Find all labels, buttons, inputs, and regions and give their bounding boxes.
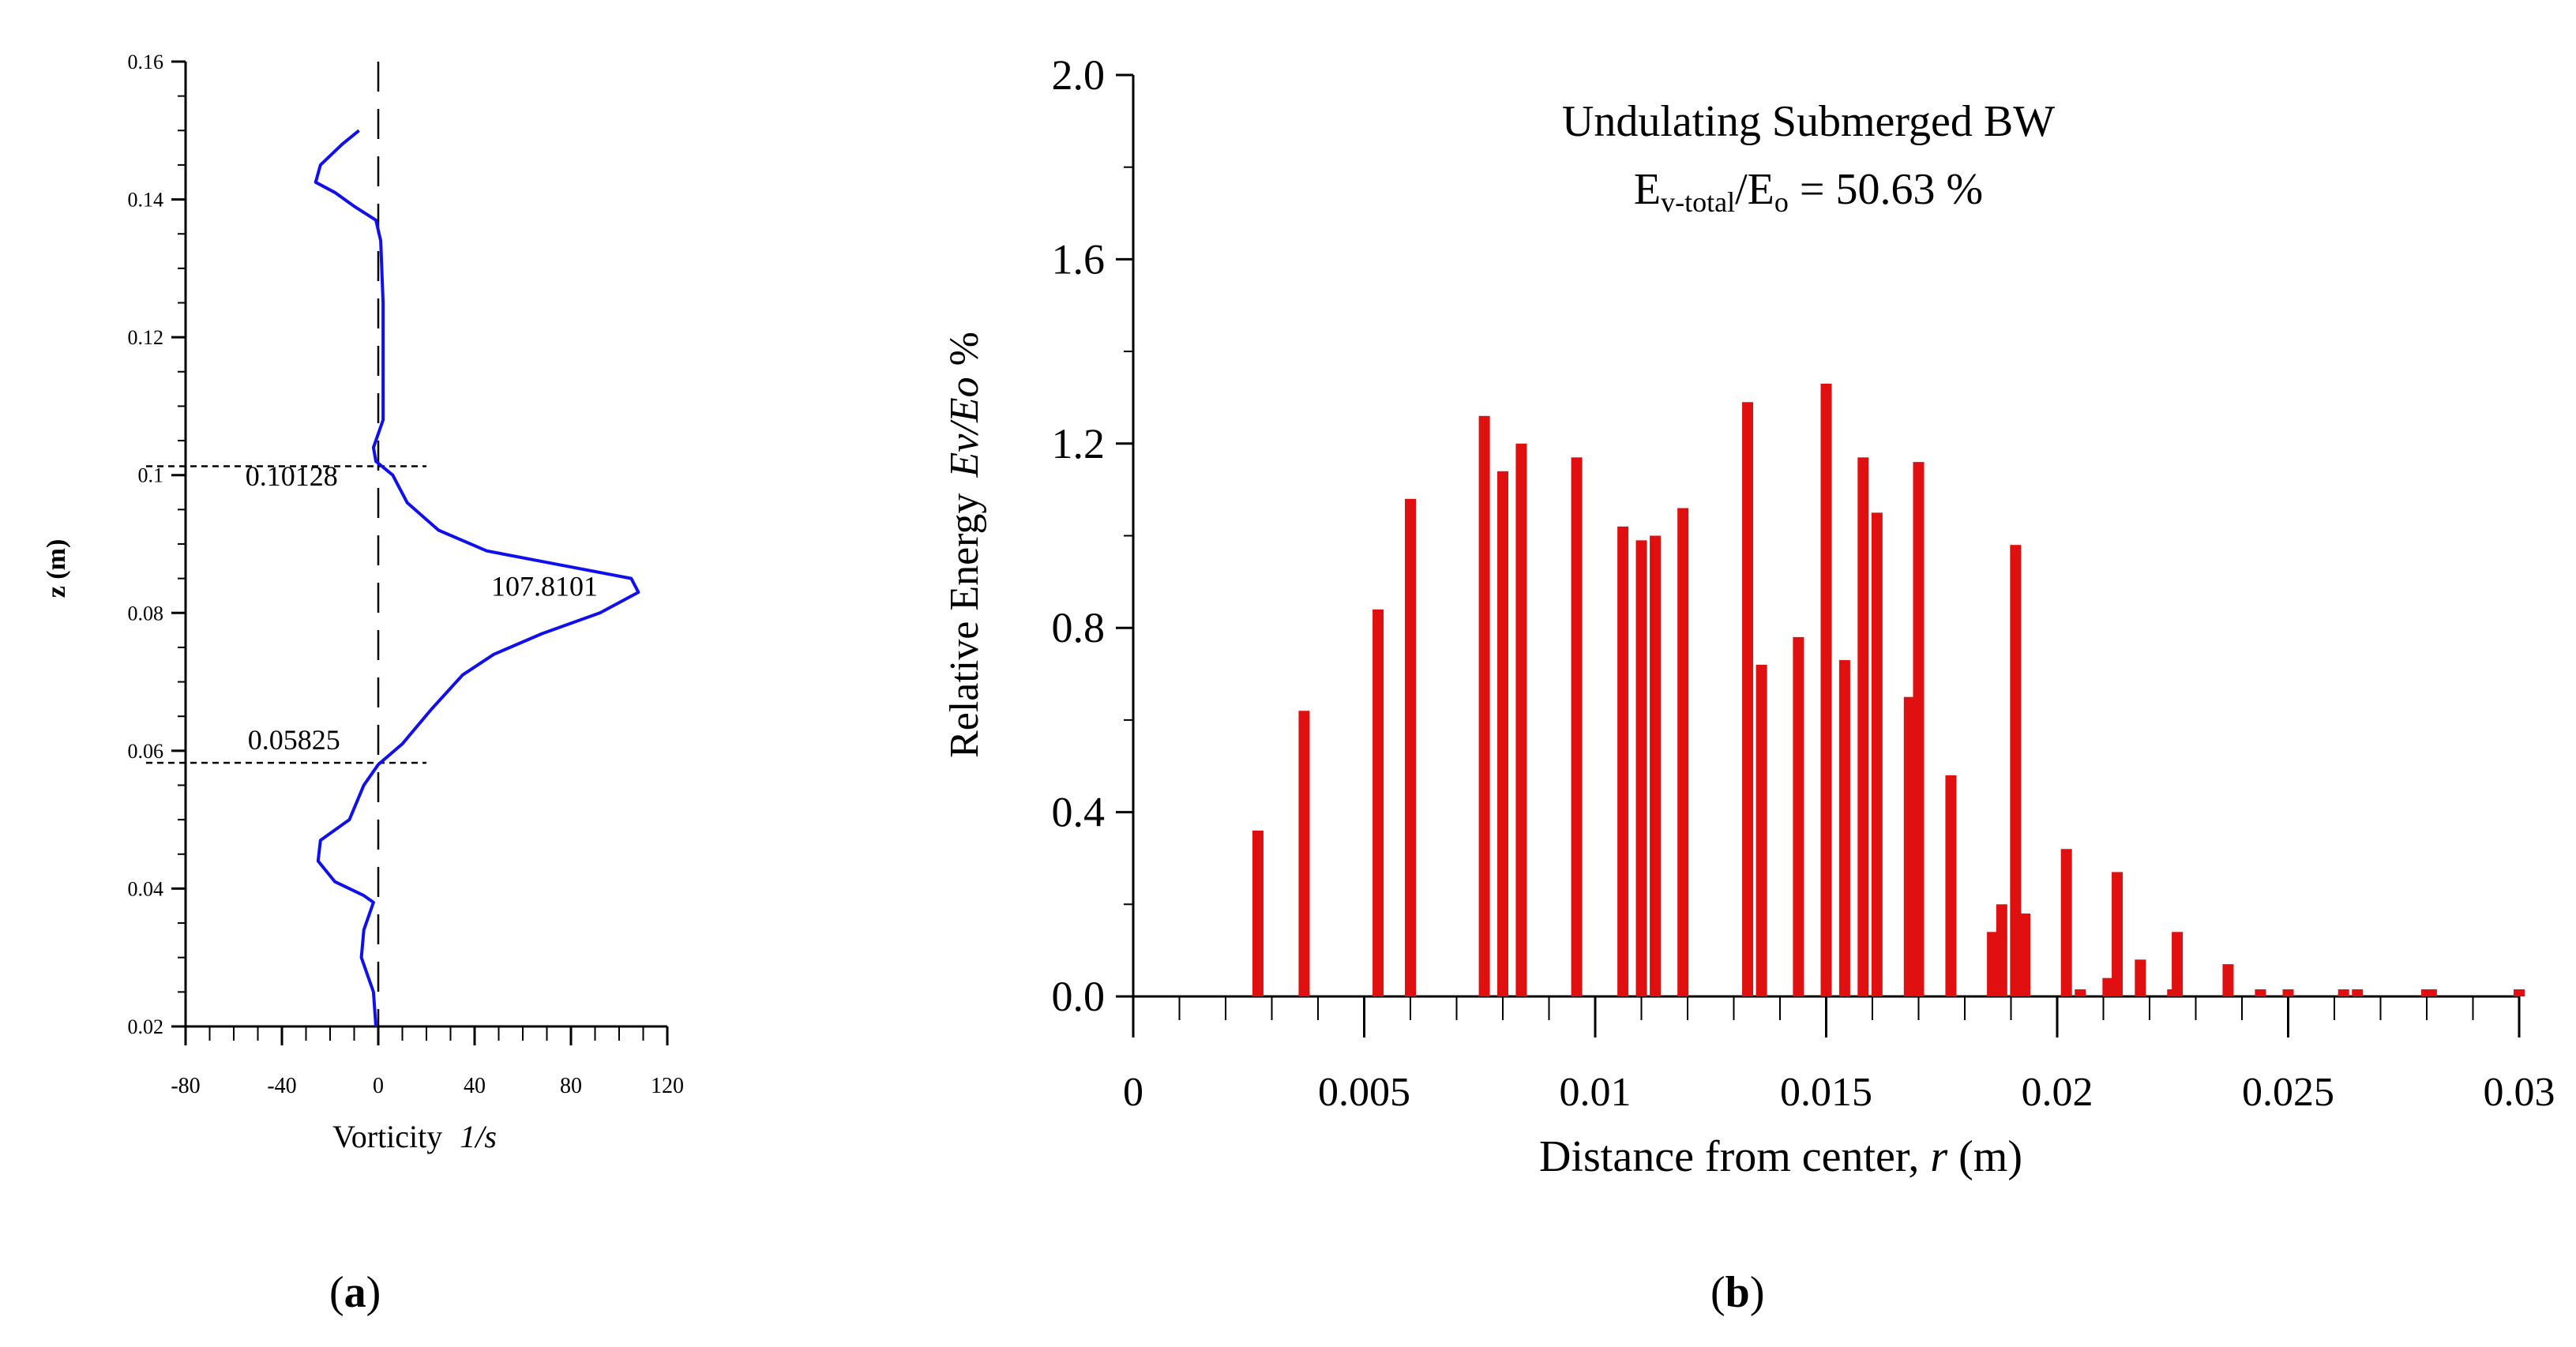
panel-b-bar bbox=[2222, 964, 2234, 996]
panel-b-bar bbox=[2075, 989, 2086, 996]
panel-b-bar bbox=[1857, 457, 1869, 996]
panel-a-annotations: 0.10128 107.8101 0.05825 bbox=[246, 460, 598, 756]
panel-b-bar bbox=[1515, 443, 1527, 996]
panel-b-bar bbox=[2010, 545, 2022, 996]
panel-a-x-tick-label: 40 bbox=[464, 1074, 486, 1098]
panel-b-bar bbox=[1298, 711, 1310, 996]
panel-b-bar bbox=[1903, 696, 1915, 996]
panel-a-x-tick-label: -40 bbox=[267, 1074, 296, 1098]
panel-b-bar bbox=[1913, 462, 1924, 996]
relative-energy-chart: 0.0 0.4 0.8 1.2 1.6 2.0 0 0.005 0.01 0.015 0.02 0.0… bbox=[942, 51, 2555, 1181]
panel-b-bar bbox=[2019, 913, 2031, 996]
panel-b-bars bbox=[1252, 383, 2525, 996]
panel-a-x-tick-label: 120 bbox=[651, 1074, 684, 1098]
panel-a-annotation: 0.05825 bbox=[248, 724, 340, 756]
panel-b-bar bbox=[2338, 989, 2349, 996]
panel-b-x-tick-label: 0.01 bbox=[1560, 1070, 1632, 1115]
panel-a-y-tick-label: 0.14 bbox=[128, 189, 164, 212]
panel-b-x-axis-label: Distance from center, r (m) bbox=[1539, 1132, 2022, 1181]
panel-b-bar bbox=[1405, 498, 1416, 996]
panel-a-x-axis-label: Vorticity 1/s bbox=[332, 1119, 497, 1154]
panel-b-y-tick-label: 0.8 bbox=[1052, 604, 1106, 651]
panel-a-y-tick-label: 0.1 bbox=[138, 464, 164, 487]
panel-a-axes bbox=[184, 62, 667, 1028]
panel-b-bar bbox=[2135, 959, 2146, 996]
panel-b-bar bbox=[2425, 989, 2437, 996]
panel-b-ticks: 0.0 0.4 0.8 1.2 1.6 2.0 0 0.005 0.01 0.015 0.02 0.0… bbox=[1052, 51, 2555, 1115]
panel-b-bar bbox=[2060, 849, 2072, 996]
panel-a-series bbox=[314, 129, 640, 1027]
panel-b-bar bbox=[1650, 535, 1662, 996]
panel-a-x-tick-label: 80 bbox=[560, 1074, 582, 1098]
panel-b-caption: (b) bbox=[1710, 1268, 1765, 1317]
panel-b-y-tick-label: 1.2 bbox=[1052, 420, 1106, 467]
panel-b-x-tick-label: 0.005 bbox=[1318, 1070, 1410, 1115]
panel-a-x-tick-label: 0 bbox=[373, 1074, 384, 1098]
panel-b-bar bbox=[1820, 383, 1832, 996]
panel-a-annotation: 107.8101 bbox=[491, 570, 598, 602]
panel-b-bar bbox=[1617, 526, 1629, 996]
vorticity-profile-chart: 0.02 0.04 0.06 0.08 0.1 0.12 0.14 0.16 -80 -40 0 40… bbox=[42, 51, 684, 1154]
panel-b-y-tick-label: 0.4 bbox=[1052, 789, 1106, 836]
panel-b-bar bbox=[1793, 636, 1804, 996]
panel-b-bar bbox=[2255, 989, 2266, 996]
panel-a-ticks: 0.02 0.04 0.06 0.08 0.1 0.12 0.14 0.16 -80 -40 0 40… bbox=[128, 51, 685, 1098]
panel-b-bar bbox=[1252, 830, 1264, 996]
panel-b-bar bbox=[2352, 989, 2364, 996]
panel-a-annotation: 0.10128 bbox=[246, 460, 338, 492]
panel-b-bar bbox=[2112, 872, 2124, 996]
panel-b-x-tick-label: 0.015 bbox=[1780, 1070, 1872, 1115]
panel-b-bar bbox=[1497, 471, 1508, 996]
panel-b-bar bbox=[1372, 609, 1384, 996]
panel-a-reference-lines bbox=[146, 62, 426, 1026]
panel-a-y-tick-label: 0.08 bbox=[128, 602, 164, 625]
panel-b-bar bbox=[1478, 415, 1490, 996]
panel-b-bar bbox=[1742, 402, 1754, 996]
panel-b-title: Undulating Submerged BW bbox=[1562, 97, 2055, 146]
panel-b-bar bbox=[1571, 457, 1583, 996]
panel-a-y-tick-label: 0.12 bbox=[128, 326, 164, 349]
panel-b-bar bbox=[2514, 989, 2525, 996]
panel-b-bar bbox=[2102, 977, 2114, 996]
panel-a-vorticity-line bbox=[314, 129, 640, 1027]
panel-b-bar bbox=[1996, 904, 2007, 996]
panel-b-bar bbox=[1756, 664, 1767, 996]
panel-b-bar bbox=[1987, 932, 1999, 996]
panel-b-bar bbox=[1871, 512, 1883, 996]
panel-b-y-tick-label: 0.0 bbox=[1052, 973, 1106, 1020]
panel-b-x-tick-label: 0 bbox=[1123, 1070, 1143, 1115]
panel-b-x-tick-label: 0.025 bbox=[2242, 1070, 2334, 1115]
panel-b-y-axis-label: Relative EnergyEv/Eo% bbox=[942, 332, 987, 758]
panel-b-x-tick-label: 0.02 bbox=[2022, 1070, 2093, 1115]
panel-a-y-tick-label: 0.16 bbox=[128, 51, 164, 73]
panel-b-bar bbox=[1945, 775, 1957, 996]
panel-b-bar bbox=[1635, 540, 1647, 996]
panel-a-caption: (a) bbox=[329, 1268, 381, 1317]
panel-b-bar bbox=[2282, 989, 2294, 996]
panel-a-y-axis-label: z (m) bbox=[42, 539, 71, 598]
panel-b-bar bbox=[1838, 660, 1850, 996]
panel-b-y-tick-label: 2.0 bbox=[1052, 51, 1106, 99]
panel-b-y-tick-label: 1.6 bbox=[1052, 235, 1106, 283]
panel-a-x-tick-label: -80 bbox=[171, 1074, 200, 1098]
panel-a-y-tick-label: 0.02 bbox=[128, 1015, 164, 1038]
panel-b-bar bbox=[1677, 508, 1689, 996]
panel-b-subtitle: Ev-total/Eo = 50.63 % bbox=[1634, 165, 1983, 218]
panel-a-y-tick-label: 0.04 bbox=[128, 877, 164, 900]
panel-a-y-tick-label: 0.06 bbox=[128, 740, 164, 763]
panel-b-bar bbox=[2172, 932, 2184, 996]
panel-b-x-tick-label: 0.03 bbox=[2484, 1070, 2555, 1115]
